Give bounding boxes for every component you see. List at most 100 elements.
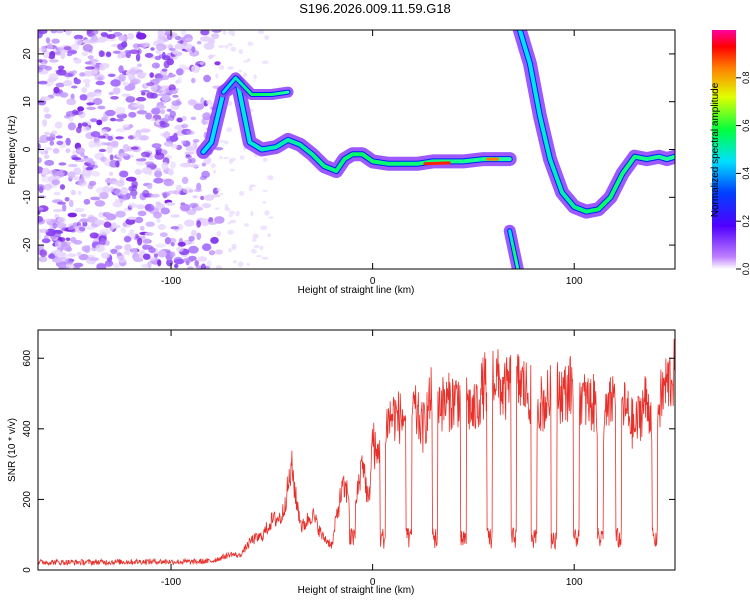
noise-speckle-dot [94, 200, 106, 207]
noise-speckle-dot [130, 146, 139, 150]
noise-speckle-dot [48, 55, 55, 60]
noise-speckle-dot [115, 107, 126, 115]
noise-speckle-dot [191, 77, 196, 84]
noise-speckle-dot [45, 37, 51, 44]
colorbar-tick-label: 0.4 [741, 167, 750, 180]
noise-speckle-dot [122, 124, 131, 129]
noise-speckle-dot [203, 42, 215, 50]
noise-speckle-dot [189, 163, 200, 168]
colorbar-tick-label: 0.6 [741, 119, 750, 132]
noise-speckle-dot [121, 93, 131, 97]
noise-speckle-dot [200, 218, 210, 227]
noise-speckle-dot [118, 65, 124, 74]
noise-speckle-dot [169, 89, 178, 95]
noise-speckle-dot [115, 128, 127, 133]
noise-speckle-dot [128, 111, 137, 118]
noise-speckle-dot [58, 252, 67, 257]
noise-speckle-dot [70, 93, 75, 100]
noise-speckle-dot [181, 30, 187, 37]
noise-speckle-dot [170, 242, 175, 247]
noise-speckle-dot [230, 46, 237, 52]
noise-speckle-dot [103, 221, 112, 228]
noise-speckle-dot [228, 159, 234, 164]
y-tick-label: 0 [22, 146, 33, 152]
noise-speckle-dot [150, 47, 155, 51]
noise-speckle-dot [115, 118, 124, 122]
right-ridge-edge [516, 30, 675, 215]
noise-speckle-dot [112, 87, 121, 95]
colorbar-tick-label: 0.0 [741, 263, 750, 276]
noise-speckle-dot [174, 35, 182, 41]
noise-speckle-dot [41, 96, 51, 101]
noise-speckle-dot [136, 32, 147, 40]
noise-speckle-dot [264, 210, 270, 216]
noise-speckle-dot [188, 189, 194, 193]
noise-speckle-dot [170, 226, 180, 230]
colorbar-tick-label: 0.8 [741, 72, 750, 85]
noise-speckle-dot [65, 110, 77, 117]
noise-speckle-dot [58, 264, 67, 269]
noise-speckle-dot [73, 239, 83, 245]
noise-speckle-dot [196, 40, 202, 45]
noise-speckle-dot [67, 171, 76, 179]
noise-speckle-dot [77, 122, 82, 129]
noise-speckle-dot [59, 184, 66, 190]
noise-speckle-dot [184, 240, 195, 245]
noise-speckle-dot [38, 244, 44, 250]
noise-speckle-dot [177, 40, 185, 44]
noise-speckle-dot [156, 217, 161, 224]
noise-speckle-dot [112, 180, 120, 186]
noise-speckle-dot [250, 210, 254, 217]
noise-speckle-dot [161, 162, 169, 170]
noise-speckle-dot [78, 226, 86, 232]
noise-speckle-dot [157, 259, 162, 267]
noise-speckle-dot [43, 106, 50, 113]
noise-speckle-dot [155, 147, 163, 153]
noise-speckle-dot [140, 128, 151, 133]
noise-speckle-dot [114, 188, 122, 196]
noise-speckle-dot [136, 204, 145, 210]
noise-speckle-dot [96, 119, 103, 126]
noise-speckle-dot [135, 53, 141, 62]
noise-speckle-dot [112, 50, 121, 54]
noise-speckle-dot [101, 252, 110, 259]
noise-speckle-dot [243, 72, 248, 77]
noise-speckle-dot [135, 96, 147, 102]
noise-speckle-dot [87, 183, 94, 190]
noise-speckle-dot [92, 97, 103, 106]
noise-speckle-dot [181, 176, 189, 184]
y-tick-label: 600 [22, 349, 33, 366]
noise-speckle-dot [231, 243, 237, 249]
noise-speckle-dot [77, 106, 84, 112]
noise-speckle-dot [83, 198, 91, 205]
noise-speckle-dot [188, 235, 195, 242]
noise-speckle-dot [109, 186, 115, 193]
noise-speckle-dot [179, 162, 191, 168]
noise-speckle-dot [66, 98, 77, 106]
noise-speckle-dot [247, 41, 254, 47]
noise-speckle-dot [85, 66, 95, 70]
noise-speckle-dot [264, 35, 270, 40]
noise-speckle-dot [93, 141, 105, 147]
noise-speckle-dot [133, 132, 141, 141]
noise-speckle-dot [108, 91, 114, 96]
noise-speckle-dot [262, 157, 268, 163]
noise-speckle-dot [44, 131, 50, 136]
noise-speckle-dot [267, 233, 272, 237]
noise-speckle-dot [85, 256, 97, 265]
noise-speckle-dot [262, 201, 267, 204]
noise-speckle-dot [100, 238, 106, 244]
noise-speckle-dot [214, 216, 225, 224]
noise-speckle-dot [105, 51, 112, 58]
noise-speckle-dot [58, 65, 65, 70]
noise-speckle-dot [142, 189, 150, 198]
noise-speckle-dot [95, 244, 105, 253]
noise-speckle-dot [61, 204, 67, 212]
snr-series [38, 338, 675, 567]
noise-speckle-dot [105, 109, 116, 117]
noise-speckle-dot [214, 207, 220, 210]
noise-speckle-dot [166, 33, 173, 41]
noise-speckle-dot [218, 45, 224, 49]
noise-speckle-dot [227, 222, 231, 225]
